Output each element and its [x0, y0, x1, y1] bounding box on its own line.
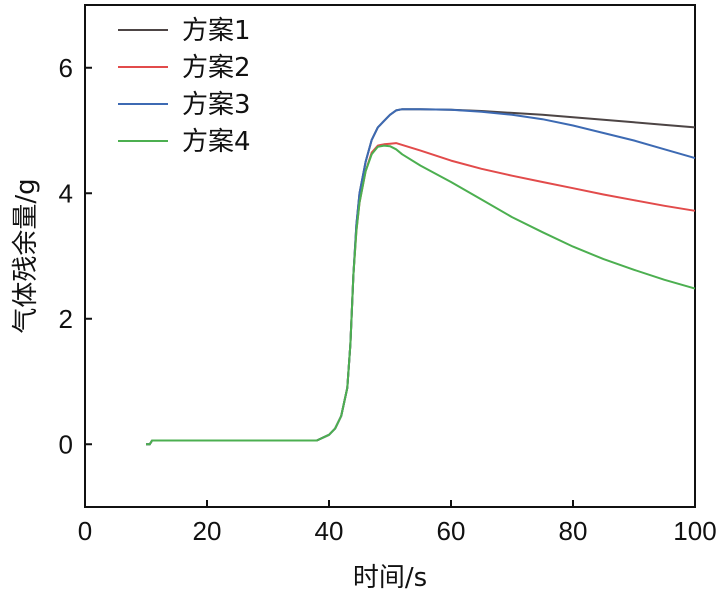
x-tick-label: 80 — [559, 516, 588, 546]
y-axis-label: 气体残余量/g — [11, 178, 41, 333]
legend-label-4: 方案4 — [182, 127, 251, 157]
x-tick-label: 20 — [193, 516, 222, 546]
y-tick-label: 6 — [59, 53, 73, 83]
x-tick-label: 100 — [673, 516, 716, 546]
x-tick-label: 60 — [437, 516, 466, 546]
y-tick-label: 0 — [59, 429, 73, 459]
legend-label-2: 方案2 — [182, 53, 251, 83]
plot-frame — [84, 4, 696, 508]
legend-label-1: 方案1 — [182, 16, 251, 46]
y-axis: 0 2 4 6 气体残余量/g — [11, 53, 92, 459]
series-line-2 — [146, 142, 696, 446]
legend-label-3: 方案3 — [182, 90, 251, 120]
series-line-1 — [146, 108, 696, 446]
series-line-3 — [146, 108, 696, 446]
x-axis-label: 时间/s — [353, 563, 427, 593]
x-ticks: 0 20 40 60 80 100 — [78, 500, 717, 546]
y-tick-label: 2 — [59, 304, 73, 334]
legend: 方案1 方案2 方案3 方案4 — [118, 16, 251, 157]
x-tick-label: 0 — [78, 516, 92, 546]
series-line-4 — [146, 144, 696, 446]
y-ticks: 0 2 4 6 — [59, 53, 92, 459]
plot-area — [84, 4, 696, 508]
x-tick-label: 40 — [315, 516, 344, 546]
x-axis: 0 20 40 60 80 100 时间/s — [78, 500, 717, 593]
y-tick-label: 4 — [59, 178, 73, 208]
series-lines — [146, 108, 696, 446]
